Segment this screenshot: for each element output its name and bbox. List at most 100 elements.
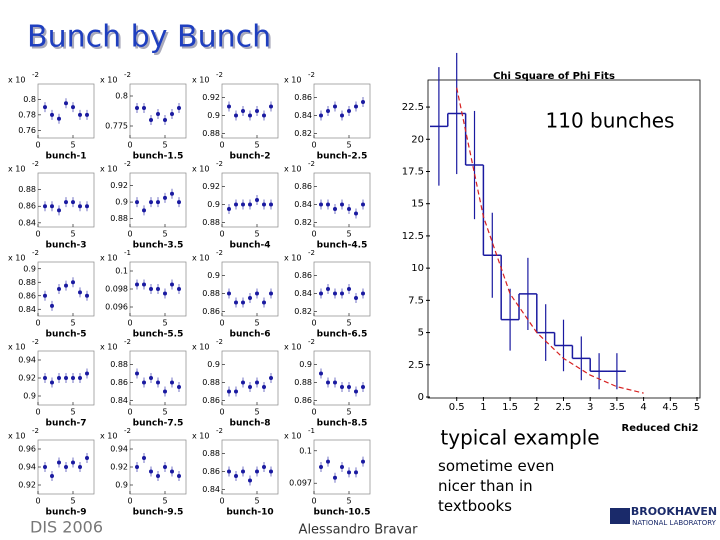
y-tick-label: 0.88 [202,129,220,138]
x-tick-label: 0 [35,408,40,417]
y-tick-label: 10 [411,263,424,274]
scale-label: x 10 [100,76,117,85]
data-point [255,291,259,296]
data-point [255,109,259,113]
data-point [227,207,231,211]
data-point [71,460,75,465]
scale-power: -2 [216,338,223,346]
data-point [43,376,47,380]
x-tick-label: 5 [254,319,259,328]
scale-label: x 10 [8,432,25,441]
x-tick-label: 0 [311,141,316,150]
scale-label: x 10 [284,76,301,85]
data-point [142,456,146,460]
y-tick-label: 0.097 [289,479,312,488]
data-point [227,291,231,296]
data-point [177,200,181,205]
data-point [319,291,323,296]
y-tick-label: 0.88 [110,360,128,369]
data-point [43,465,47,469]
x-tick-label: 5 [346,497,351,506]
data-point [354,211,358,216]
data-point [71,376,75,380]
scale-label: x 10 [100,343,117,352]
y-tick-label: 0.86 [202,307,220,316]
panel-label: bunch-10.5 [314,508,371,518]
data-point [248,202,252,207]
x-tick-label: 0 [35,230,40,239]
data-point [361,202,365,207]
title-shadow: Bunch by Bunch [29,22,273,57]
panel-label: bunch-3 [46,241,87,251]
data-point [269,202,273,207]
y-tick-label: 0.86 [294,271,312,280]
panel-label: bunch-6.5 [317,330,368,340]
y-tick-label: 0.84 [18,305,36,314]
x-tick-label: 3.5 [609,402,625,413]
scale-label: x 10 [192,165,209,174]
data-point [340,202,344,207]
data-point [361,100,365,104]
y-tick-label: 0.8 [115,92,128,101]
x-tick-label: 0 [219,497,224,506]
scale-power: -2 [124,427,131,435]
data-point [269,104,273,109]
y-tick-label: 15 [411,199,424,210]
data-point [354,470,358,475]
data-point [333,104,337,109]
data-point [43,105,47,110]
y-tick-label: 0.88 [18,185,36,194]
data-point [248,296,252,300]
y-tick-label: 7.5 [408,295,424,306]
data-point [85,293,89,298]
panel-label: bunch-7.5 [133,419,184,429]
panel-label: bunch-6 [230,330,271,340]
y-tick-label: 0.84 [202,485,220,494]
x-tick-label: 5 [70,141,75,150]
y-tick-label: 0.9 [207,200,220,209]
data-point [50,380,54,385]
y-tick-label: 0.9 [207,271,220,280]
data-point [361,385,365,389]
data-point [234,474,238,478]
x-tick-label: 5 [254,141,259,150]
data-point [43,204,47,209]
y-tick-label: 0.096 [105,303,128,312]
x-tick-label: 5 [254,497,259,506]
data-point [234,389,238,394]
panel-label: bunch-7 [46,419,87,429]
data-point [234,202,238,207]
x-tick-label: 0 [219,141,224,150]
data-point [354,389,358,394]
data-point [347,385,351,389]
scale-power: -2 [216,71,223,79]
data-point [262,300,266,305]
panel-frame [129,439,187,495]
panel-frame [221,439,279,495]
data-point [326,380,330,385]
y-tick-label: 0.86 [294,93,312,102]
data-point [135,282,139,287]
logo-subtext: NATIONAL LABORATORY [632,519,717,527]
data-point [326,459,330,464]
data-point [71,105,75,110]
scale-label: x 10 [192,76,209,85]
panel-frame [221,350,279,406]
y-tick-label: 2.5 [408,360,424,371]
x-tick-label: 5 [162,319,167,328]
y-tick-label: 0.94 [110,445,128,454]
x-tick-label: 5 [346,408,351,417]
y-tick-label: 0.96 [18,445,36,454]
data-point [241,300,245,305]
data-point [156,380,160,385]
y-tick-label: 0.92 [202,182,220,191]
data-point [64,376,68,380]
data-point [262,202,266,207]
data-point [241,469,245,474]
data-point [57,287,61,291]
data-point [340,291,344,296]
data-point [361,291,365,296]
y-tick-label: 0.82 [294,129,312,138]
data-point [241,202,245,207]
data-point [340,113,344,118]
